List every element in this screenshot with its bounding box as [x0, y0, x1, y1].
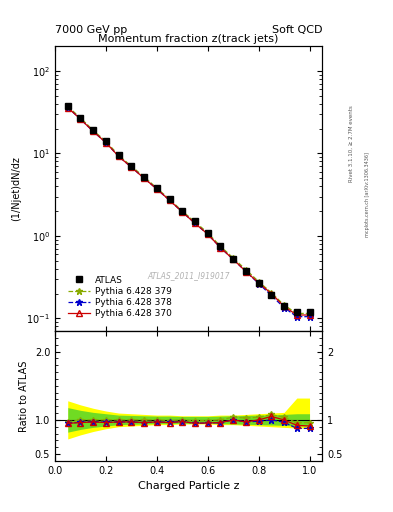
ATLAS	[206, 229, 210, 236]
Pythia 6.428 378	[193, 220, 197, 226]
ATLAS	[282, 303, 286, 309]
Pythia 6.428 370	[180, 209, 185, 215]
ATLAS	[294, 309, 299, 315]
Pythia 6.428 379	[104, 138, 108, 144]
Pythia 6.428 379	[116, 152, 121, 158]
ATLAS	[154, 185, 159, 191]
ATLAS	[142, 174, 147, 180]
Pythia 6.428 379	[154, 185, 159, 191]
Pythia 6.428 379	[193, 219, 197, 225]
ATLAS	[256, 280, 261, 286]
Pythia 6.428 379	[294, 310, 299, 316]
Pythia 6.428 378	[78, 116, 83, 122]
Pythia 6.428 379	[269, 290, 274, 296]
Pythia 6.428 378	[282, 305, 286, 311]
Pythia 6.428 370	[154, 186, 159, 192]
Pythia 6.428 370	[256, 280, 261, 286]
Pythia 6.428 370	[206, 231, 210, 237]
Pythia 6.428 370	[78, 116, 83, 122]
ATLAS	[231, 257, 235, 263]
Pythia 6.428 379	[307, 310, 312, 316]
ATLAS	[78, 115, 83, 121]
Line: Pythia 6.428 370: Pythia 6.428 370	[65, 105, 312, 318]
Pythia 6.428 370	[129, 164, 134, 170]
Text: ATLAS_2011_I919017: ATLAS_2011_I919017	[147, 271, 230, 280]
Pythia 6.428 378	[307, 314, 312, 320]
ATLAS	[129, 163, 134, 169]
Pythia 6.428 378	[294, 314, 299, 320]
ATLAS	[116, 152, 121, 158]
ATLAS	[244, 267, 248, 273]
Pythia 6.428 379	[142, 174, 147, 180]
Pythia 6.428 379	[180, 208, 185, 214]
Pythia 6.428 378	[65, 104, 70, 111]
ATLAS	[167, 196, 172, 202]
ATLAS	[218, 243, 223, 249]
Pythia 6.428 378	[154, 186, 159, 192]
Pythia 6.428 379	[167, 196, 172, 202]
Line: Pythia 6.428 378: Pythia 6.428 378	[64, 104, 313, 320]
ATLAS	[180, 208, 185, 214]
Pythia 6.428 378	[206, 231, 210, 237]
X-axis label: Charged Particle z: Charged Particle z	[138, 481, 239, 491]
Pythia 6.428 379	[129, 163, 134, 169]
Text: mcplots.cern.ch [arXiv:1306.3436]: mcplots.cern.ch [arXiv:1306.3436]	[365, 152, 370, 237]
Pythia 6.428 370	[244, 268, 248, 274]
Pythia 6.428 378	[244, 268, 248, 274]
Title: Momentum fraction z(track jets): Momentum fraction z(track jets)	[99, 34, 279, 44]
Pythia 6.428 379	[244, 267, 248, 273]
Pythia 6.428 370	[218, 245, 223, 251]
Y-axis label: (1/Njet)dN/dz: (1/Njet)dN/dz	[11, 156, 21, 221]
Text: Soft QCD: Soft QCD	[272, 25, 322, 35]
Pythia 6.428 378	[116, 153, 121, 159]
ATLAS	[269, 292, 274, 298]
Legend: ATLAS, Pythia 6.428 379, Pythia 6.428 378, Pythia 6.428 370: ATLAS, Pythia 6.428 379, Pythia 6.428 37…	[65, 273, 174, 321]
Pythia 6.428 378	[269, 292, 274, 298]
Pythia 6.428 370	[294, 312, 299, 318]
Pythia 6.428 370	[91, 129, 95, 135]
ATLAS	[91, 127, 95, 134]
Pythia 6.428 370	[142, 175, 147, 181]
Pythia 6.428 379	[231, 255, 235, 261]
Pythia 6.428 378	[167, 197, 172, 203]
Pythia 6.428 370	[307, 312, 312, 318]
Pythia 6.428 378	[91, 129, 95, 135]
Line: ATLAS: ATLAS	[65, 103, 312, 315]
Pythia 6.428 370	[231, 257, 235, 263]
Pythia 6.428 370	[116, 153, 121, 159]
Pythia 6.428 378	[180, 209, 185, 215]
Pythia 6.428 370	[269, 290, 274, 296]
Pythia 6.428 379	[91, 127, 95, 134]
ATLAS	[104, 138, 108, 144]
Pythia 6.428 379	[282, 302, 286, 308]
ATLAS	[307, 309, 312, 315]
Pythia 6.428 378	[231, 257, 235, 263]
Pythia 6.428 379	[65, 103, 70, 110]
ATLAS	[193, 218, 197, 224]
Text: Rivet 3.1.10, ≥ 2.7M events: Rivet 3.1.10, ≥ 2.7M events	[349, 105, 354, 182]
Pythia 6.428 379	[206, 230, 210, 236]
Pythia 6.428 370	[65, 104, 70, 111]
Pythia 6.428 378	[218, 245, 223, 251]
Pythia 6.428 370	[282, 303, 286, 309]
Pythia 6.428 370	[193, 220, 197, 226]
Pythia 6.428 379	[256, 279, 261, 285]
Pythia 6.428 370	[167, 197, 172, 203]
Pythia 6.428 370	[104, 140, 108, 146]
Pythia 6.428 378	[129, 164, 134, 170]
Y-axis label: Ratio to ATLAS: Ratio to ATLAS	[19, 360, 29, 432]
Pythia 6.428 379	[218, 243, 223, 249]
Pythia 6.428 378	[256, 281, 261, 287]
Text: 7000 GeV pp: 7000 GeV pp	[55, 25, 127, 35]
Pythia 6.428 379	[78, 115, 83, 121]
Pythia 6.428 378	[104, 140, 108, 146]
Line: Pythia 6.428 379: Pythia 6.428 379	[64, 103, 313, 317]
ATLAS	[65, 102, 70, 109]
Pythia 6.428 378	[142, 175, 147, 181]
